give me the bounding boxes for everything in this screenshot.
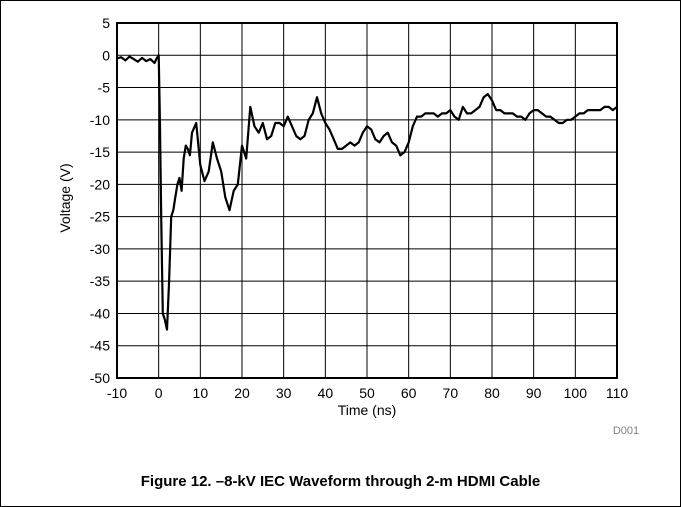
frame-top-border: [0, 0, 681, 1]
y-tick-label: -30: [90, 241, 110, 257]
x-tick-label: 90: [526, 385, 542, 401]
frame-left-border: [0, 0, 1, 507]
x-axis-label: Time (ns): [338, 402, 397, 418]
x-tick-label: 20: [234, 385, 250, 401]
y-tick-label: 5: [102, 15, 110, 31]
y-tick-label: -45: [90, 338, 110, 354]
chart-ticks: -10 0 10 20 30 40 50 60 70 80 90 100 11050-5-10-15-2…: [90, 15, 629, 401]
chart-series-layer: [115, 54, 619, 331]
voltage-waveform-line: [115, 54, 619, 331]
figure-id-label: D001: [613, 425, 639, 437]
y-tick-label: -10: [90, 112, 110, 128]
x-tick-label: 10: [193, 385, 209, 401]
x-tick-label: 40: [318, 385, 334, 401]
y-tick-label: 0: [102, 47, 110, 63]
y-tick-label: -35: [90, 273, 110, 289]
y-tick-label: -20: [90, 176, 110, 192]
chart-grid: [117, 23, 617, 378]
y-tick-label: -25: [90, 209, 110, 225]
y-axis-label: Voltage (V): [57, 163, 73, 232]
x-tick-label: 80: [484, 385, 500, 401]
x-tick-label: 60: [401, 385, 417, 401]
y-tick-label: -5: [98, 80, 111, 96]
chart-axes: [116, 22, 618, 379]
voltage-time-chart: -10 0 10 20 30 40 50 60 70 80 90 100 11050-5-10-15-2…: [57, 15, 639, 437]
figure-caption: Figure 12. –8-kV IEC Waveform through 2-…: [140, 473, 541, 490]
x-tick-label: 50: [359, 385, 375, 401]
x-tick-label: 0: [155, 385, 163, 401]
y-tick-label: -15: [90, 144, 110, 160]
y-tick-label: -40: [90, 305, 110, 321]
x-tick-label: 110: [606, 385, 629, 401]
x-tick-label: 70: [443, 385, 459, 401]
x-tick-label: 100: [564, 385, 588, 401]
x-tick-label: -10: [107, 385, 127, 401]
x-tick-label: 30: [276, 385, 292, 401]
plot-area-border: [116, 22, 618, 379]
y-tick-label: -50: [90, 370, 110, 386]
